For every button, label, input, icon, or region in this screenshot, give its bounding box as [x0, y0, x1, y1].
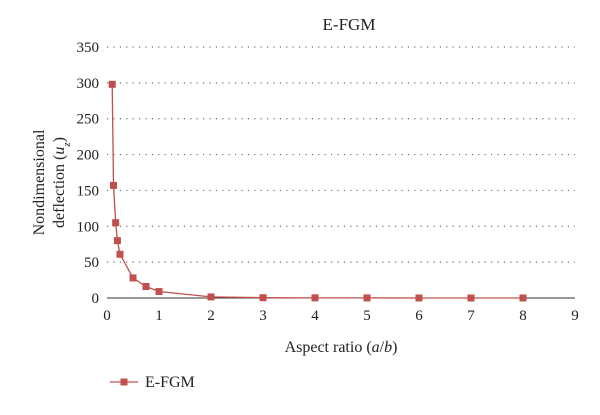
data-point: [467, 294, 475, 302]
data-point: [113, 237, 121, 245]
x-tick-label: 0: [103, 308, 111, 324]
x-tick-labels: 0 1 2 3 4 5 6 7 8 9: [103, 308, 579, 324]
x-tick-label: 3: [259, 308, 267, 324]
legend-label: E-FGM: [145, 374, 195, 391]
data-point: [207, 293, 215, 301]
data-point: [363, 294, 371, 302]
y-tick-label: 250: [77, 112, 100, 128]
data-point: [116, 250, 124, 258]
legend: E-FGM: [110, 374, 195, 391]
x-tick-label: 7: [467, 308, 475, 324]
data-point: [129, 274, 137, 282]
y-axis-label-line-1: Nondimensional: [31, 129, 48, 235]
data-point: [112, 219, 120, 227]
data-point: [519, 294, 527, 302]
data-point: [108, 80, 116, 88]
y-tick-labels: 0 50 100 150 200 250 300 350: [77, 40, 100, 307]
x-tick-label: 8: [519, 308, 527, 324]
y-tick-label: 350: [77, 40, 100, 56]
x-tick-label: 9: [571, 308, 579, 324]
x-tick-label: 1: [155, 308, 163, 324]
series-markers: [108, 80, 527, 302]
x-axis-label: Aspect ratio (a/b): [285, 339, 398, 356]
y-tick-label: 0: [92, 291, 100, 307]
x-tick-label: 5: [363, 308, 371, 324]
data-point: [415, 294, 423, 302]
y-axis-label-line-2: deflection (uz): [51, 137, 73, 228]
data-point: [311, 294, 319, 302]
chart-title: E-FGM: [323, 15, 376, 34]
y-tick-label: 50: [84, 255, 99, 271]
data-point: [142, 283, 150, 291]
x-tick-label: 4: [311, 308, 319, 324]
y-tick-label: 100: [77, 219, 100, 235]
data-point: [110, 181, 117, 189]
x-tick-label: 6: [415, 308, 423, 324]
x-tick-label: 2: [207, 308, 215, 324]
grid-lines: [107, 46, 575, 263]
series-line-e-fgm: [111, 84, 523, 299]
data-point: [259, 294, 267, 302]
y-tick-label: 150: [77, 183, 100, 199]
legend-marker-swatch: [120, 378, 128, 386]
y-tick-label: 200: [77, 148, 100, 164]
y-tick-label: 300: [77, 76, 100, 92]
data-point: [155, 288, 163, 296]
